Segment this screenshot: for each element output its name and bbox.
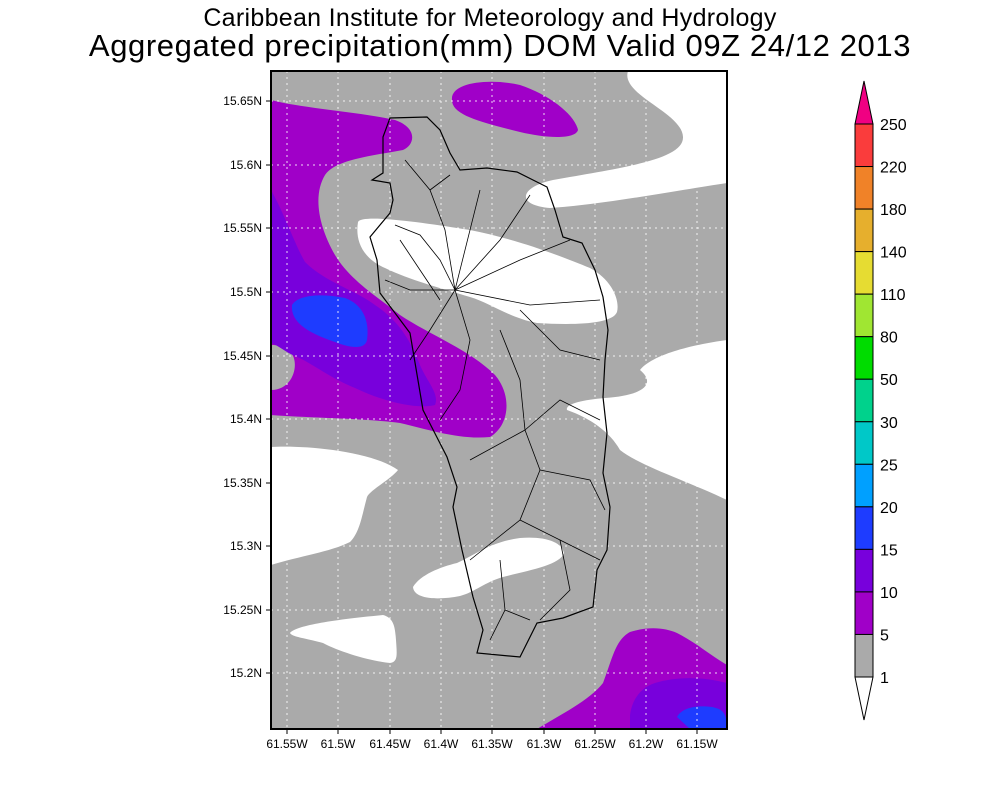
lon-tick-label: 61.2W <box>629 737 664 751</box>
colorbar-under-triangle <box>854 676 874 721</box>
colorbar-swatch <box>854 208 874 253</box>
colorbar-label: 220 <box>880 160 907 177</box>
colorbar-swatch <box>854 123 874 168</box>
axis-ticks <box>266 100 698 734</box>
colorbar-swatch <box>854 421 874 465</box>
colorbar-label: 10 <box>880 585 898 602</box>
colorbar-label: 180 <box>880 202 907 219</box>
colorbar-swatch <box>854 166 874 210</box>
lat-tick-label: 15.65N <box>223 94 262 108</box>
lon-tick-label: 61.35W <box>471 737 513 751</box>
graticule <box>271 71 727 729</box>
colorbar-swatch <box>854 251 874 295</box>
title-institute: Caribbean Institute for Meteorology and … <box>203 4 777 32</box>
precip-below-1-region <box>357 218 618 324</box>
title-product: Aggregated precipitation(mm) DOM Valid 0… <box>88 28 912 63</box>
lon-tick-label: 61.3W <box>527 737 562 751</box>
lat-tick-label: 15.35N <box>223 476 262 490</box>
colorbar-label: 110 <box>880 287 906 304</box>
river-network <box>384 159 606 641</box>
lat-tick-label: 15.3N <box>230 539 262 553</box>
lon-tick-labels: 61.55W 61.5W 61.45W 61.4W 61.35W 61.3W 6… <box>266 737 718 751</box>
colorbar-label: 140 <box>880 245 907 262</box>
colorbar-labels: 250 220 180 140 110 80 50 30 25 20 15 10 5 1 <box>880 117 907 687</box>
colorbar-swatch <box>854 336 874 380</box>
colorbar-label: 80 <box>880 330 898 347</box>
lat-tick-label: 15.55N <box>223 221 262 235</box>
colorbar-swatch <box>854 463 874 508</box>
colorbar-swatch <box>854 293 874 338</box>
colorbar-label: 1 <box>880 670 889 687</box>
lat-tick-label: 15.6N <box>230 158 262 172</box>
precip-15-20-region <box>677 706 727 729</box>
colorbar-label: 5 <box>880 627 889 644</box>
colorbar-label: 25 <box>880 457 898 474</box>
lon-tick-label: 61.4W <box>424 737 459 751</box>
colorbar-label: 30 <box>880 415 898 432</box>
lon-tick-label: 61.5W <box>321 737 356 751</box>
colorbar-label: 15 <box>880 542 898 559</box>
precip-field <box>271 71 727 729</box>
precip-15-20-region <box>291 295 368 347</box>
lat-tick-label: 15.5N <box>230 285 262 299</box>
colorbar-swatch <box>854 506 874 550</box>
colorbar-swatch <box>854 378 874 423</box>
lon-tick-label: 61.25W <box>574 737 616 751</box>
colorbar-swatch <box>854 633 874 678</box>
lat-tick-label: 15.25N <box>223 603 262 617</box>
colorbar-label: 20 <box>880 500 898 517</box>
colorbar-label: 250 <box>880 117 907 134</box>
precip-below-1-region <box>525 71 727 208</box>
lon-tick-label: 61.55W <box>266 737 308 751</box>
precip-below-1-region <box>271 446 398 565</box>
lat-tick-labels: 15.65N 15.6N 15.55N 15.5N 15.45N 15.4N 1… <box>223 94 262 680</box>
precip-below-1-region <box>566 340 727 500</box>
lon-tick-label: 61.15W <box>676 737 718 751</box>
precip-5-10-region <box>451 81 578 137</box>
colorbar-label: 50 <box>880 372 898 389</box>
lat-tick-label: 15.2N <box>230 666 262 680</box>
precip-10-15-region <box>271 190 437 407</box>
colorbar-swatch <box>854 591 874 635</box>
colorbar-swatch <box>854 548 874 593</box>
colorbar-over-triangle <box>854 80 874 125</box>
colorbar <box>854 80 874 721</box>
lat-tick-label: 15.4N <box>230 412 262 426</box>
precip-below-1-region <box>290 615 397 663</box>
precip-below-1-region <box>413 537 564 599</box>
lat-tick-label: 15.45N <box>223 349 262 363</box>
map-frame <box>270 70 728 730</box>
dominica-coastline <box>369 116 611 658</box>
lon-tick-label: 61.45W <box>369 737 411 751</box>
